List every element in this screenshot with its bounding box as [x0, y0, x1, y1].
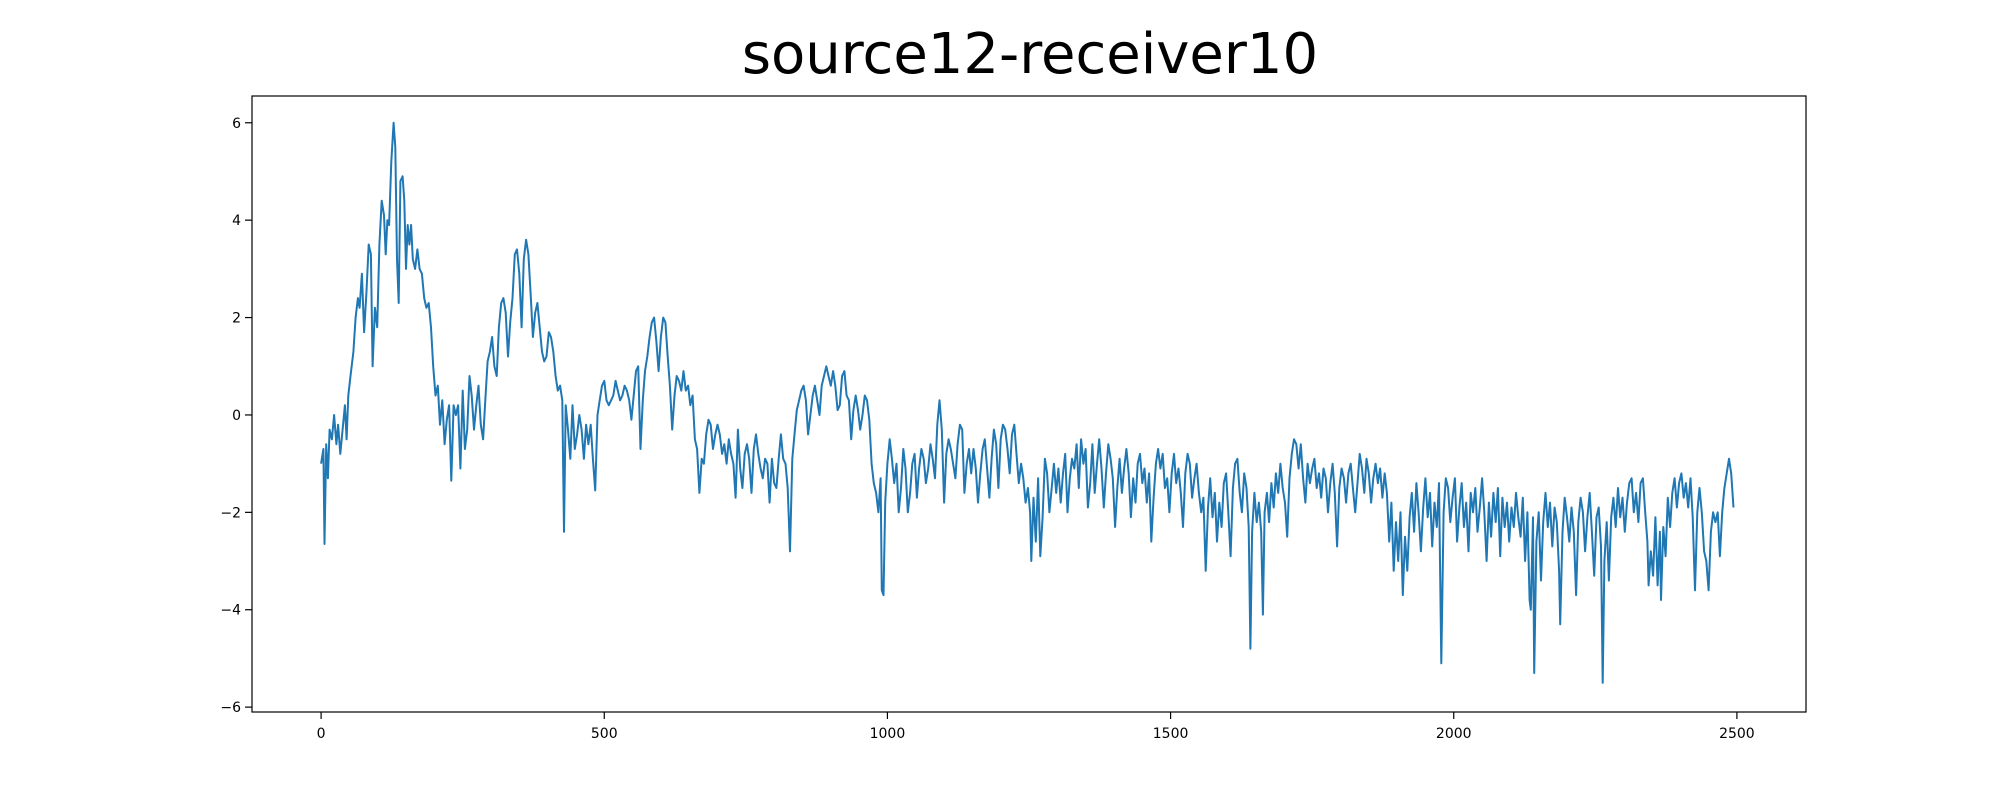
chart-title: source12-receiver10 — [741, 22, 1319, 87]
y-tick-label: −2 — [220, 505, 241, 521]
y-tick-label: 4 — [232, 213, 241, 229]
x-tick-label: 1500 — [1153, 726, 1189, 742]
x-tick-label: 2500 — [1719, 726, 1755, 742]
y-axis: −6 −4 −2 0 2 4 6 — [220, 116, 252, 716]
x-tick-label: 500 — [591, 726, 618, 742]
x-tick-label: 1000 — [870, 726, 906, 742]
x-axis: 0 500 1000 1500 2000 2500 — [317, 712, 1755, 742]
x-tick-label: 0 — [317, 726, 326, 742]
y-tick-label: −6 — [220, 700, 241, 716]
series-line — [320, 121, 1735, 684]
y-tick-label: 6 — [232, 116, 241, 132]
x-tick-label: 2000 — [1436, 726, 1472, 742]
y-tick-label: 0 — [232, 408, 241, 424]
y-tick-label: −4 — [220, 603, 241, 619]
plot-area-frame — [251, 95, 1807, 713]
y-tick-label: 2 — [232, 311, 241, 327]
